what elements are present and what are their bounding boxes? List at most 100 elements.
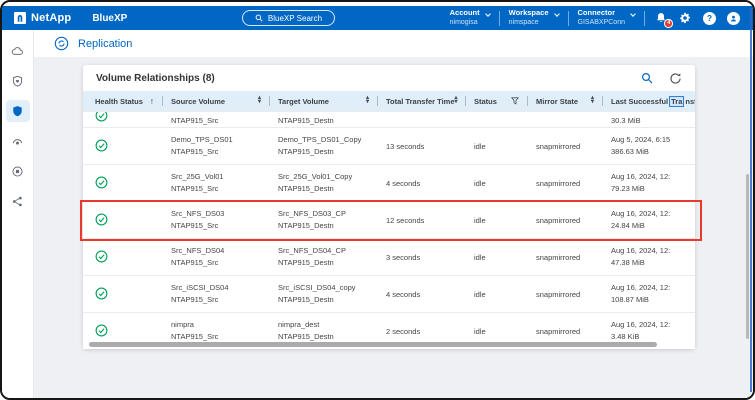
left-sidebar bbox=[2, 30, 34, 398]
connector-selector[interactable]: Connector GISABXPConn bbox=[577, 8, 636, 28]
mirror-state: snapmirrored bbox=[536, 252, 581, 262]
column-label: Status bbox=[474, 96, 497, 106]
column-header-last-successful-transfer[interactable]: Last Successful Tra nsfer bbox=[603, 91, 695, 111]
column-label: Source Volume bbox=[171, 96, 226, 106]
column-header-health-status[interactable]: Health Status bbox=[83, 91, 163, 111]
source-system: NTAP915_Src bbox=[171, 116, 219, 125]
source-volume: nimpra bbox=[171, 320, 194, 330]
last-transfer-size: 108.87 MiB bbox=[611, 295, 649, 304]
table-row[interactable]: Src_iSCSI_DS04 NTAP915_Src Src_iSCSI_DS04… bbox=[83, 275, 695, 312]
user-menu-button[interactable] bbox=[726, 11, 741, 26]
column-label: Target Volume bbox=[278, 96, 329, 106]
notifications-badge: 4 bbox=[664, 19, 673, 28]
target-volume: Demo_TPS_DS01_Copy bbox=[278, 135, 362, 145]
refresh-icon[interactable] bbox=[669, 72, 682, 85]
target-system: NTAP915_Destn bbox=[278, 116, 334, 125]
source-volume: Src_iSCSI_DS04 bbox=[171, 283, 229, 293]
last-transfer-size: 386.63 MiB bbox=[611, 147, 649, 156]
healthy-status-icon bbox=[95, 250, 108, 263]
source-volume: Src_NFS_DS04 bbox=[171, 246, 225, 256]
transfer-time: 2 seconds bbox=[386, 326, 421, 336]
last-transfer-size: 3.48 KiB bbox=[611, 332, 640, 341]
source-system: NTAP915_Src bbox=[171, 147, 219, 156]
column-header-mirror-state[interactable]: Mirror State bbox=[528, 91, 603, 111]
shield-heart-icon bbox=[11, 75, 24, 88]
source-system: NTAP915_Src bbox=[171, 295, 219, 304]
sidebar-item-protection[interactable] bbox=[5, 100, 30, 122]
transfer-time: 4 seconds bbox=[386, 289, 421, 299]
target-volume: nimpra_dest bbox=[278, 320, 320, 330]
page-subheader: Replication bbox=[34, 30, 753, 57]
help-button[interactable] bbox=[702, 11, 717, 26]
column-header-total-transfer-time[interactable]: Total Transfer Time bbox=[378, 91, 466, 111]
column-header-source-volume[interactable]: Source Volume bbox=[163, 91, 270, 111]
status: idle bbox=[474, 289, 486, 299]
settings-button[interactable] bbox=[678, 11, 693, 26]
source-volume: Src_25G_Vol01 bbox=[171, 172, 224, 182]
share-nodes-icon bbox=[11, 195, 24, 208]
window-top-strip bbox=[2, 2, 753, 6]
divider bbox=[498, 10, 500, 26]
sidebar-item-health[interactable] bbox=[6, 70, 30, 92]
user-icon bbox=[726, 11, 740, 25]
search-icon bbox=[255, 14, 263, 22]
source-system: NTAP915_Src bbox=[171, 258, 219, 267]
mirror-state bbox=[528, 112, 603, 115]
table-row-partial[interactable]: NTAP915_Src NTAP915_Destn 30.3 MiB bbox=[83, 111, 695, 127]
table-row[interactable]: Src_NFS_DS04 NTAP915_Src Src_NFS_DS04_CP N… bbox=[83, 238, 695, 275]
mirror-state: snapmirrored bbox=[536, 289, 581, 299]
last-transfer-date: Aug 16, 2024, 12: bbox=[611, 209, 671, 219]
volume-relationships-card: Volume Relationships (8) bbox=[83, 65, 695, 349]
sidebar-item-observability[interactable] bbox=[6, 130, 30, 152]
radar-arc-icon bbox=[11, 135, 24, 148]
workspace-selector[interactable]: Workspace nimspace bbox=[508, 8, 560, 28]
target-system: NTAP915_Destn bbox=[278, 221, 334, 230]
source-volume: Demo_TPS_DS01 bbox=[171, 135, 233, 145]
sort-icon bbox=[366, 97, 372, 104]
healthy-status-icon bbox=[95, 213, 108, 226]
notifications-button[interactable]: 4 bbox=[654, 11, 673, 28]
transfer-time bbox=[378, 112, 466, 115]
vertical-scrollbar[interactable] bbox=[746, 174, 749, 339]
connector-value: GISABXPConn bbox=[577, 19, 625, 27]
table-row[interactable]: Demo_TPS_DS01 NTAP915_Src Demo_TPS_DS01_C… bbox=[83, 127, 695, 164]
sort-icon bbox=[455, 97, 461, 104]
last-transfer-date: Aug 16, 2024, 12: bbox=[611, 283, 671, 293]
table-row-highlighted[interactable]: Src_NFS_DS03 NTAP915_Src Src_NFS_DS03_CP N… bbox=[83, 201, 695, 238]
status: idle bbox=[474, 252, 486, 262]
table-row[interactable]: Src_25G_Vol01 NTAP915_Src Src_25G_Vol01_C… bbox=[83, 164, 695, 201]
sidebar-item-mobility[interactable] bbox=[6, 190, 30, 212]
status: idle bbox=[474, 178, 486, 188]
last-transfer-size: 47.38 MiB bbox=[611, 258, 645, 267]
column-label: Health Status bbox=[95, 96, 143, 106]
product-name: BlueXP bbox=[92, 12, 128, 24]
mirror-state: snapmirrored bbox=[536, 141, 581, 151]
healthy-status-icon bbox=[95, 324, 108, 337]
table-search-icon[interactable] bbox=[640, 72, 653, 85]
column-label-cut: nsfer bbox=[685, 96, 695, 106]
search-button-label: BlueXP Search bbox=[267, 13, 323, 23]
source-volume: Src_NFS_DS03 bbox=[171, 209, 225, 219]
account-selector[interactable]: Account nimogisa bbox=[450, 8, 491, 28]
horizontal-scrollbar[interactable] bbox=[89, 342, 657, 347]
target-circle-icon bbox=[11, 165, 24, 178]
window-edge-line bbox=[750, 8, 752, 392]
bluexp-search-button[interactable]: BlueXP Search bbox=[241, 10, 336, 26]
main-content: Replication Volume Relationships (8) bbox=[34, 30, 753, 398]
last-transfer-size: 24.84 MiB bbox=[611, 221, 645, 230]
mirror-state: snapmirrored bbox=[536, 215, 581, 225]
sidebar-item-governance[interactable] bbox=[6, 160, 30, 182]
workspace-value: nimspace bbox=[508, 19, 539, 27]
mirror-state: snapmirrored bbox=[536, 178, 581, 188]
column-header-status[interactable]: Status bbox=[466, 91, 528, 111]
status: idle bbox=[474, 326, 486, 336]
source-system: NTAP915_Src bbox=[171, 184, 219, 193]
sidebar-item-storage[interactable] bbox=[6, 40, 30, 62]
bell-icon bbox=[655, 12, 667, 24]
table-body: NTAP915_Src NTAP915_Destn 30.3 MiB Demo_… bbox=[83, 111, 695, 349]
help-icon bbox=[702, 11, 716, 25]
sort-icon bbox=[591, 97, 597, 104]
column-header-target-volume[interactable]: Target Volume bbox=[270, 91, 378, 111]
chevron-down-icon bbox=[553, 11, 560, 18]
last-transfer-date: Aug 5, 2024, 6:15 bbox=[611, 135, 671, 145]
